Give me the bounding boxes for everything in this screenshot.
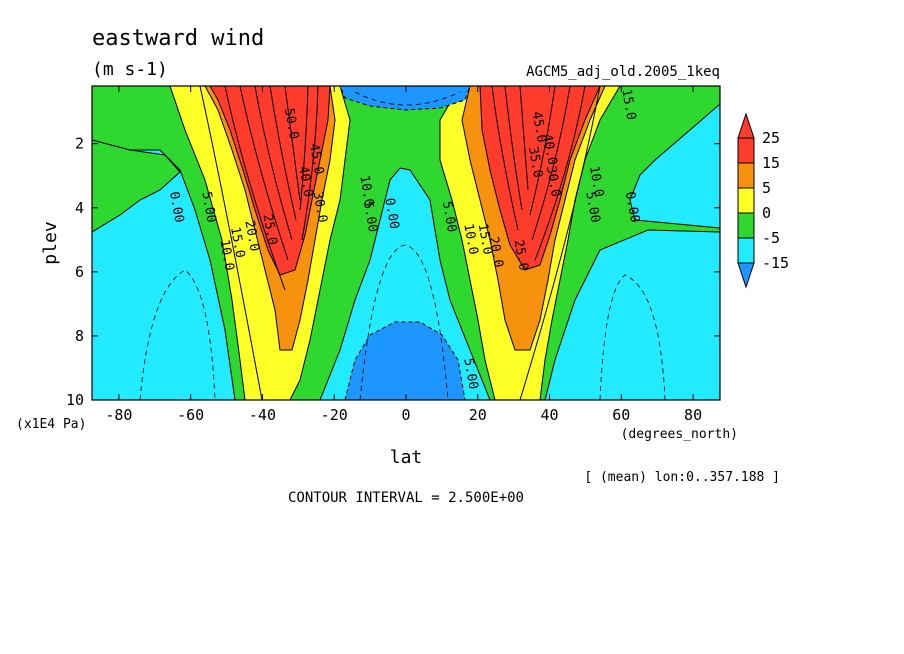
colorbar-label: 15 (762, 154, 780, 172)
contour-label: 35.0 (525, 146, 545, 179)
chart-title: eastward wind (92, 26, 264, 51)
contour-label: 25.0 (511, 238, 531, 271)
contour-label: 45.0 (306, 142, 326, 175)
x-tick-label: -80 (105, 406, 132, 424)
x-tick-label: 60 (612, 406, 630, 424)
contour-field (92, 86, 720, 400)
y-tick-label: 4 (75, 199, 84, 217)
band-neg15-neg5-top (339, 86, 471, 111)
band-0-5-left (92, 139, 181, 233)
colorbar-segment (737, 162, 755, 189)
x-tick-label: -60 (177, 406, 204, 424)
chart-units: (m s-1) (92, 59, 168, 80)
contour-label: 20.0 (485, 235, 505, 268)
contour-label: 10.0 (460, 222, 480, 255)
contour-lines (199, 86, 601, 400)
colorbar-label: 0 (762, 204, 771, 222)
colorbar-label: 25 (762, 129, 780, 147)
y-tick-label: 10 (66, 391, 84, 409)
colorbar-segment (737, 212, 755, 239)
x-axis-label: lat (390, 447, 423, 468)
contour-label: 0.00 (166, 190, 186, 223)
x-tick-label: 20 (469, 406, 487, 424)
colorbar-top-arrow (737, 112, 755, 139)
x-tick-label: 80 (684, 406, 702, 424)
contour-label: 5.00 (582, 190, 602, 223)
colorbar-bottom-arrow (737, 262, 755, 289)
colorbar-label: -5 (762, 229, 780, 247)
y-tick-label: 6 (75, 263, 84, 281)
contour-label: 50.0 (281, 107, 301, 140)
contour-label: 5.00 (360, 200, 380, 233)
dashed-contours (139, 91, 666, 400)
contour-label: 5.00 (460, 357, 480, 390)
band-gt25-left (209, 86, 331, 276)
colorbar-label: -15 (762, 254, 789, 272)
colorbar: 25 15 5 0 -5 -15 (737, 112, 789, 289)
contour-label: 30.0 (310, 190, 330, 223)
x-tick-label: -20 (321, 406, 348, 424)
x-tick-label: 40 (541, 406, 559, 424)
colorbar-segment (737, 137, 755, 164)
contour-label: 0.00 (622, 190, 642, 223)
band-neg15-neg5-bottom (344, 321, 466, 400)
contour-label: 30.0 (543, 165, 563, 198)
contour-label: 15.0 (475, 222, 495, 255)
contour-label: 5.00 (439, 200, 459, 233)
dataset-name: AGCM5_adj_old.2005_1keq (526, 64, 720, 80)
y-tick-label: 2 (75, 135, 84, 153)
contour-label: 25.0 (259, 213, 279, 246)
colorbar-segment (737, 187, 755, 214)
y-tick-label: 8 (75, 327, 84, 345)
contour-label: 10.0 (216, 238, 236, 271)
contour-label: 15.0 (618, 88, 638, 121)
contour-label: 20.0 (241, 219, 261, 252)
y-axis-label: plev (40, 221, 61, 264)
y-axis-units: (x1E4 Pa) (16, 417, 86, 432)
contour-label: 45.0 (529, 110, 549, 143)
x-tick-label: 0 (401, 406, 410, 424)
contour-labels: 0.00 5.0010.015.020.025.030.040.045.050.0… (166, 88, 642, 391)
colorbar-segment (737, 237, 755, 264)
contour-label: 40.0 (539, 133, 559, 166)
contour-label: 5.00 (198, 190, 218, 223)
axes: -80 -60 -40 -20 0 20 40 60 80 2 4 6 8 10 (66, 86, 720, 424)
contour-label: 10.0 (586, 165, 606, 198)
contour-label: 0.00 (381, 197, 401, 230)
x-axis-units: (degrees_north) (621, 427, 738, 442)
x-tick-label: -40 (249, 406, 276, 424)
colorbar-label: 5 (762, 179, 771, 197)
subset-note: [ (mean) lon:0..357.188 ] (584, 470, 780, 485)
contour-label: 15.0 (227, 226, 247, 259)
contour-label: 40.0 (295, 165, 315, 198)
contour-interval: CONTOUR INTERVAL = 2.500E+00 (288, 490, 524, 506)
contour-label: 10.0 (356, 174, 376, 207)
